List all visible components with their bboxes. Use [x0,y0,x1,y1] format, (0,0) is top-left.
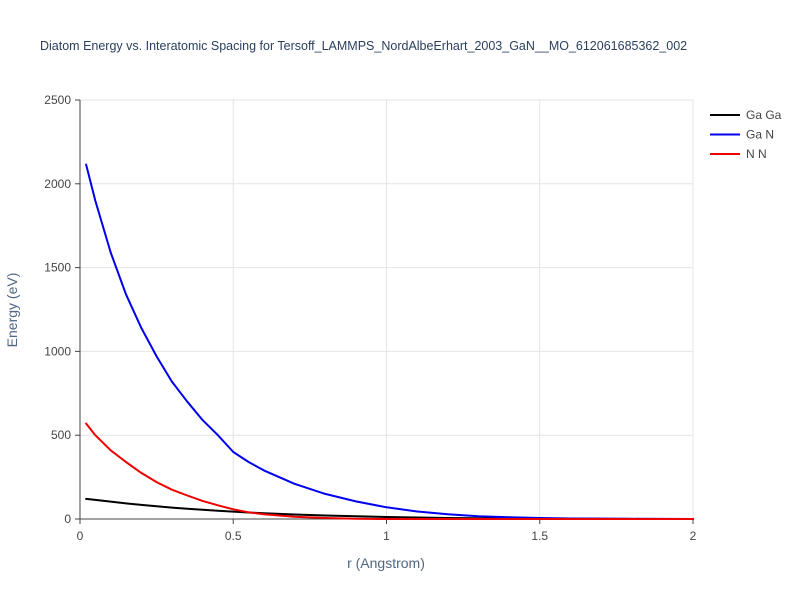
y-axis-title: Energy (eV) [4,273,20,348]
x-tick-label: 0.5 [225,529,242,543]
legend-item-n-n[interactable]: N N [710,147,767,161]
y-tick-label: 2000 [44,177,71,191]
legend[interactable]: Ga Ga Ga N N N [710,108,782,161]
y-tick-label: 1000 [44,344,71,358]
x-tick-label: 2 [690,529,697,543]
x-tick-label: 1.5 [531,529,548,543]
x-ticks: 0 0.5 1 1.5 2 [77,519,697,543]
x-tick-label: 1 [383,529,390,543]
x-axis-title: r (Angstrom) [347,555,425,571]
plot-lines [85,163,694,520]
grid-lines [80,99,694,519]
legend-item-ga-ga[interactable]: Ga Ga [710,108,782,122]
y-tick-label: 500 [51,428,71,442]
x-tick-label: 0 [77,529,84,543]
legend-item-ga-n[interactable]: Ga N [710,128,774,142]
y-tick-label: 2500 [44,93,71,107]
legend-label: N N [746,147,767,161]
legend-label: Ga Ga [746,108,782,122]
chart-title: Diatom Energy vs. Interatomic Spacing fo… [40,39,687,53]
y-ticks: 0 500 1000 1500 2000 2500 [44,93,80,526]
series-line-ga-n [85,163,694,520]
legend-label: Ga N [746,128,774,142]
y-tick-label: 1500 [44,261,71,275]
series-line-n-n [85,422,694,520]
y-tick-label: 0 [64,512,71,526]
